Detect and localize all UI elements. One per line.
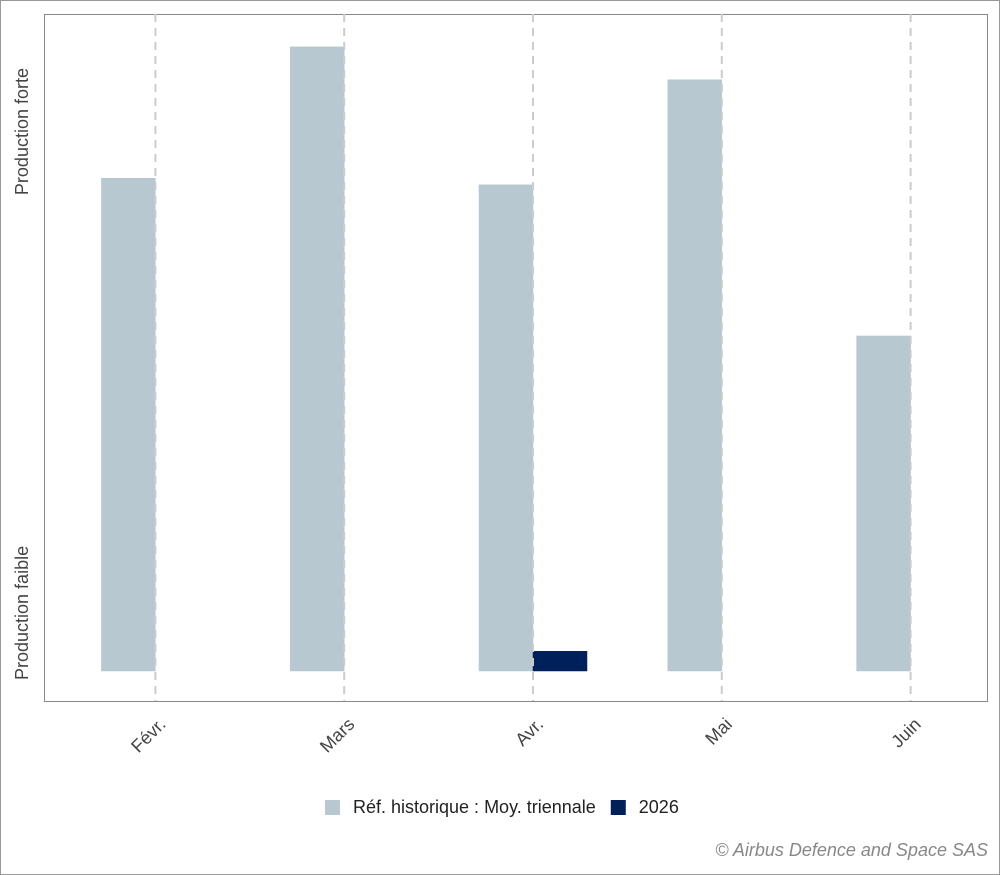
legend-swatch [610, 800, 626, 815]
credit: © Airbus Defence and Space SAS [715, 840, 988, 860]
bar [532, 651, 588, 672]
y-axis-label-high: Production forte [12, 68, 32, 195]
legend-label: Réf. historique : Moy. triennale [353, 797, 596, 817]
bar [856, 335, 911, 672]
legend-swatch [325, 800, 340, 815]
plot-frame [44, 14, 988, 702]
bar [478, 184, 534, 672]
y-axis-label-low: Production faible [12, 546, 32, 680]
bar [667, 79, 723, 672]
bar [101, 178, 156, 672]
bar [289, 46, 345, 672]
legend-label: 2026 [639, 797, 679, 817]
